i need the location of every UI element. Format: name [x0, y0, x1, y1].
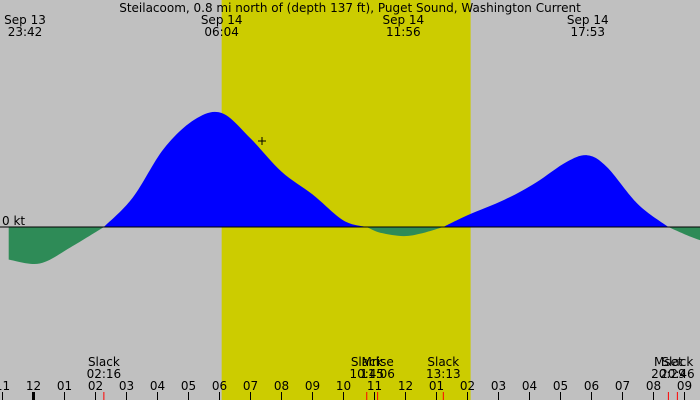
event-name-label: Mrise	[361, 355, 393, 369]
peak-time-label: 06:04	[204, 25, 239, 39]
peak-time-label: 17:53	[570, 25, 605, 39]
event-labels: Slack02:16Slack10:45Mrise11:06Slack13:13…	[87, 355, 695, 400]
event-time-label: 20:46	[660, 367, 695, 381]
x-tick-label: 02	[460, 379, 475, 393]
event-time-label: 13:13	[426, 367, 461, 381]
x-tick-label: 07	[243, 379, 258, 393]
peak-date-label: Sep 14	[567, 13, 609, 27]
x-tick-label: 08	[274, 379, 289, 393]
x-tick-label: 05	[181, 379, 196, 393]
event-time-label: 20:29	[651, 367, 686, 381]
x-tick-label: 12	[26, 379, 41, 393]
x-tick-label: 01	[57, 379, 72, 393]
x-tick-label: 09	[677, 379, 692, 393]
zero-label: 0 kt	[2, 214, 25, 228]
x-tick-label: 03	[491, 379, 506, 393]
x-tick-label: 07	[615, 379, 630, 393]
peak-date-label: Sep 14	[201, 13, 243, 27]
x-tick-label: 03	[119, 379, 134, 393]
peak-date-label: Sep 13	[4, 13, 46, 27]
flood-area	[443, 155, 669, 227]
peak-date-label: Sep 14	[382, 13, 424, 27]
x-tick-label: 05	[553, 379, 568, 393]
event-name-label: Slack	[427, 355, 459, 369]
current-areas	[8, 111, 700, 264]
x-tick-label: 10	[336, 379, 351, 393]
x-tick-label: 06	[584, 379, 599, 393]
x-tick-label: 04	[150, 379, 165, 393]
peak-time-label: 11:56	[386, 25, 421, 39]
peak-time-label: 23:42	[8, 25, 43, 39]
event-time-label: 11:06	[360, 367, 395, 381]
x-tick-label: 02	[88, 379, 103, 393]
event-name-label: Slack	[88, 355, 120, 369]
event-time-label: 10:45	[349, 367, 384, 381]
ebb-area	[366, 227, 444, 237]
event-time-label: 02:16	[87, 367, 122, 381]
chart-title: Steilacoom, 0.8 mi north of (depth 137 f…	[119, 1, 581, 15]
event-name-label: Mset	[654, 355, 683, 369]
x-tick-label: 04	[522, 379, 537, 393]
x-tick-label: 11	[0, 379, 10, 393]
flood-area	[103, 111, 367, 227]
event-name-label: Slack	[661, 355, 693, 369]
x-tick-label: 12	[398, 379, 413, 393]
x-axis: 11 12 01 02 03 04 05 06 07 08 09 10 11 12 01 02 03 04 05 06…	[0, 379, 692, 400]
cursor-crosshair-icon	[258, 137, 266, 145]
x-tick-label: 06	[212, 379, 227, 393]
ebb-area	[8, 227, 104, 264]
ebb-area	[668, 227, 700, 241]
x-tick-label: 11	[367, 379, 382, 393]
x-tick-label: 09	[305, 379, 320, 393]
x-tick-label: 08	[646, 379, 661, 393]
event-name-label: Slack	[351, 355, 383, 369]
x-tick-label: 01	[429, 379, 444, 393]
